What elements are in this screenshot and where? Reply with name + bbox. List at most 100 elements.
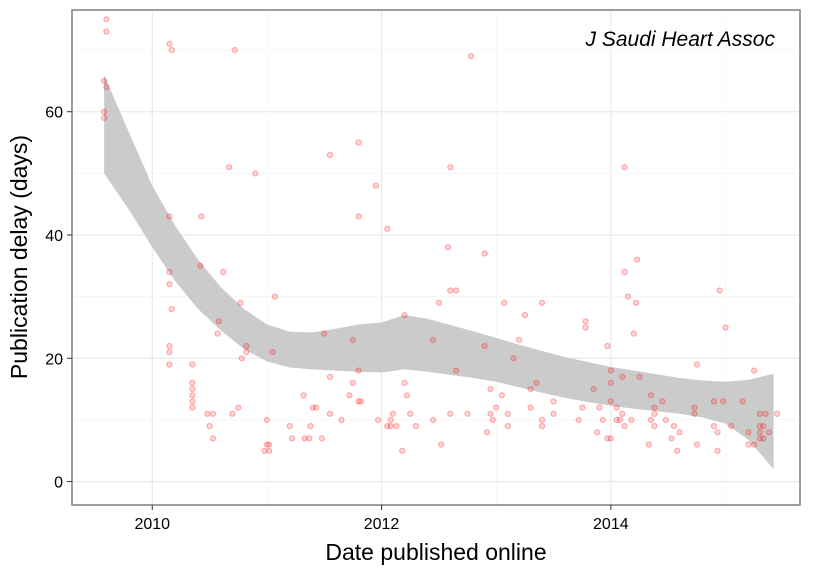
smoothing-confidence-band (104, 74, 774, 470)
data-point (483, 429, 491, 436)
data-point (430, 336, 437, 343)
data-point (226, 164, 233, 171)
data-point (533, 379, 540, 386)
data-point (375, 416, 382, 423)
x-tick-label: 2012 (364, 516, 400, 533)
data-point (206, 423, 213, 430)
data-point (166, 40, 173, 48)
data-point (229, 410, 236, 417)
data-point (594, 429, 601, 436)
data-point (166, 268, 173, 276)
data-point (198, 213, 205, 220)
data-point (487, 410, 494, 417)
data-point (607, 435, 614, 442)
data-point (307, 423, 314, 430)
data-point (739, 398, 746, 405)
data-point (338, 416, 345, 423)
data-point (628, 416, 635, 423)
data-point (616, 416, 624, 423)
data-point (582, 318, 589, 325)
data-points (101, 16, 781, 454)
data-point (645, 441, 652, 448)
data-point (355, 398, 362, 405)
data-point (261, 447, 268, 454)
data-point (309, 404, 316, 411)
data-point (189, 361, 196, 368)
data-point (263, 416, 270, 423)
data-point (346, 392, 353, 399)
data-point (401, 312, 408, 319)
data-point (372, 182, 379, 189)
data-point (510, 355, 517, 362)
grid-lines (72, 10, 800, 505)
data-point (306, 435, 313, 442)
data-point (760, 423, 767, 430)
data-point (498, 392, 505, 399)
data-point (197, 262, 204, 269)
data-point (765, 429, 773, 436)
data-point (349, 336, 356, 343)
data-point (693, 361, 700, 368)
data-point (269, 349, 276, 356)
data-point (590, 386, 597, 393)
data-point (716, 287, 723, 294)
data-point (101, 114, 108, 122)
data-point (647, 392, 655, 399)
data-point (722, 324, 729, 331)
data-point (168, 305, 175, 313)
data-point (453, 367, 460, 374)
data-point (166, 349, 173, 356)
data-point (301, 435, 308, 442)
x-tick-label: 2014 (593, 516, 629, 533)
data-point (651, 423, 658, 430)
data-point (103, 84, 110, 91)
data-point (407, 410, 414, 417)
data-point (674, 447, 681, 454)
data-point (691, 410, 698, 417)
data-point (401, 379, 408, 386)
data-point (215, 318, 222, 325)
data-point (313, 404, 320, 411)
data-point (447, 287, 454, 294)
data-point (582, 324, 589, 331)
data-point (762, 410, 769, 417)
data-point (412, 423, 419, 430)
data-point (621, 164, 628, 171)
data-point (604, 435, 611, 442)
journal-annotation: J Saudi Heart Assoc (585, 28, 776, 51)
data-point (604, 342, 611, 350)
y-tick-label: 60 (45, 105, 63, 122)
data-point (579, 404, 586, 411)
data-point (189, 404, 196, 411)
data-point (235, 404, 242, 411)
data-point (321, 330, 328, 337)
data-point (209, 410, 217, 417)
data-point (447, 164, 454, 171)
data-point (263, 441, 270, 448)
x-axis-title: Date published online (325, 539, 546, 565)
data-point (760, 435, 767, 442)
data-point (619, 410, 626, 417)
data-point (289, 435, 296, 442)
data-point (630, 330, 637, 337)
data-point (756, 435, 764, 442)
data-point (393, 423, 400, 430)
data-point (444, 244, 452, 251)
data-point (659, 398, 666, 405)
data-point (399, 447, 406, 454)
data-point (189, 386, 196, 393)
data-point (467, 53, 475, 60)
data-point (438, 441, 445, 448)
data-point (286, 423, 293, 430)
data-point (613, 404, 620, 411)
x-tick-label: 2010 (134, 516, 170, 533)
data-point (651, 410, 658, 417)
data-point (318, 435, 325, 442)
data-point (613, 416, 620, 423)
data-point (647, 416, 655, 423)
data-point (435, 299, 442, 306)
data-point (266, 441, 273, 448)
data-point (101, 108, 108, 115)
data-point (607, 379, 614, 386)
